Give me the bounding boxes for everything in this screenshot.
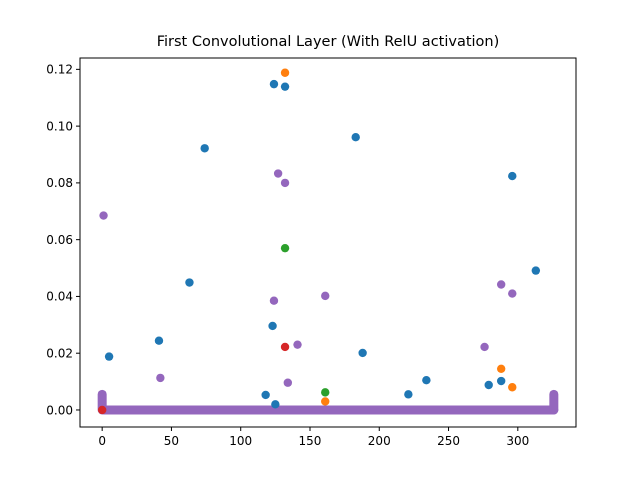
scatter-point [496,364,506,374]
scatter-point [99,211,108,220]
x-tick-label: 150 [299,434,322,448]
x-tick-label: 50 [164,434,179,448]
scatter-point [154,336,164,345]
y-axis: 0.00 0.02 0.04 0.06 0.08 0.10 0.12 [46,63,80,417]
y-tick-label: 0.06 [46,233,73,247]
scatter-point [404,390,413,399]
x-tick-label: 200 [368,434,391,448]
x-axis: 0 50 100 150 200 250 300 [98,427,529,448]
scatter-point [480,342,489,352]
scatter-point [268,321,277,331]
y-tick-label: 0.08 [46,176,73,190]
scatter-point [496,280,506,289]
x-tick-label: 0 [98,434,106,448]
scatter-point [280,342,290,352]
scatter-point [321,388,330,397]
y-tick-label: 0.00 [46,403,73,417]
y-tick-label: 0.02 [46,347,73,361]
data-marks [97,68,559,415]
scatter-point [185,278,194,287]
scatter-point [422,375,431,385]
plot-frame [79,57,577,428]
scatter-point [283,378,293,387]
scatter-point [508,289,517,298]
scatter-point [280,68,290,77]
scatter-point [273,169,283,178]
scatter-point [156,373,165,383]
scatter-point [280,82,290,91]
scatter-point [496,376,506,386]
scatter-point [351,132,360,142]
scatter-point [484,380,493,390]
scatter-point [269,79,279,89]
scatter-point [321,397,330,406]
x-tick-label: 250 [437,434,460,448]
scatter-point [321,291,330,301]
chart-title: First Convolutional Layer (With RelU act… [156,34,500,50]
scatter-point [280,243,290,253]
scatter-point [293,340,302,349]
scatter-point [508,171,517,181]
scatter-point [508,383,517,392]
y-tick-label: 0.04 [46,290,73,304]
x-tick-label: 100 [229,434,252,448]
scatter-point [280,178,290,188]
scatter-point [261,390,270,400]
scatter-point [531,266,541,275]
scatter-point [97,405,107,415]
scatter-point [200,144,209,153]
scatter-point [271,400,280,409]
y-tick-label: 0.12 [46,63,73,77]
scatter-point [269,296,279,305]
y-tick-label: 0.10 [46,119,73,133]
scatter-point [358,348,367,358]
x-tick-label: 300 [506,434,529,448]
scatter-point [104,352,114,361]
